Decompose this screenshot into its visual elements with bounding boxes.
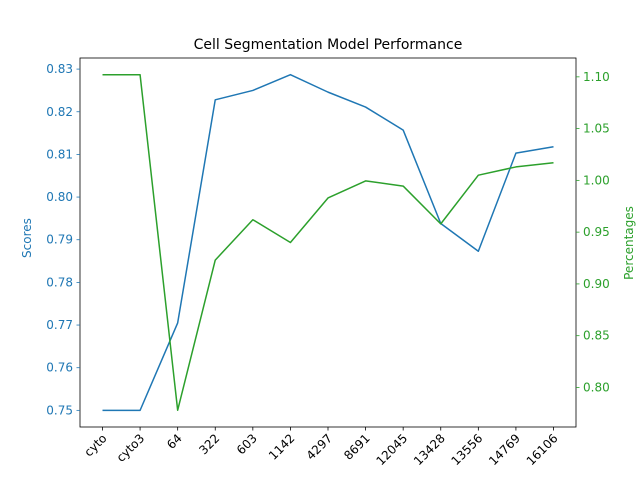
series-line-2 [102,74,554,411]
y-right-tick-label: 1.05 [583,122,610,136]
y-right-tick-label: 0.95 [583,225,610,239]
y-right-tick-label: 0.85 [583,329,610,343]
y-right-tick-label: 0.80 [583,380,610,394]
y-right-tick-label: 1.00 [583,173,610,187]
y-right-tick-label: 1.10 [583,70,610,84]
x-tick-label: 4297 [304,431,335,462]
x-tick-label: 12045 [373,431,410,468]
y-left-tick-label: 0.79 [46,233,73,247]
x-tick-label: 16106 [524,431,561,468]
y-left-tick-label: 0.78 [46,275,73,289]
x-tick-label: 14769 [486,431,523,468]
x-tick-label: 8691 [341,431,372,462]
x-tick-label: 13428 [411,431,448,468]
x-tick-label: cyto3 [114,431,148,465]
y-left-tick-label: 0.80 [46,190,73,204]
y-left-tick-label: 0.76 [46,361,73,375]
x-tick-label: 64 [164,431,185,452]
y-right-tick-label: 0.90 [583,277,610,291]
plot-frame [79,57,577,428]
y-left-tick-label: 0.75 [46,403,73,417]
chart-title: Cell Segmentation Model Performance [194,37,463,53]
x-tick-label: cyto [82,431,110,459]
x-axis: cyto cyto3 64 322 603 1142 4297 8691 12045 13428 1… [82,427,561,468]
y-axis-left: 0.75 0.76 0.77 0.78 0.79 0.80 0.81 0.82 0.83 [46,62,80,417]
x-tick-label: 1142 [266,431,297,462]
y-axis-right: 0.80 0.85 0.90 0.95 1.00 1.05 1.10 [576,70,610,394]
x-tick-label: 322 [196,431,222,457]
series-line-1 [102,73,554,412]
plot-area [79,57,577,428]
y-axis-right-label: Percentages [622,206,636,280]
y-axis-left-label: Scores [20,218,34,258]
y-left-tick-label: 0.77 [46,318,73,332]
x-tick-label: 13556 [449,431,486,468]
y-left-tick-label: 0.82 [46,105,73,119]
y-left-tick-label: 0.81 [46,147,73,161]
x-tick-label: 603 [234,431,260,457]
y-left-tick-label: 0.83 [46,62,73,76]
